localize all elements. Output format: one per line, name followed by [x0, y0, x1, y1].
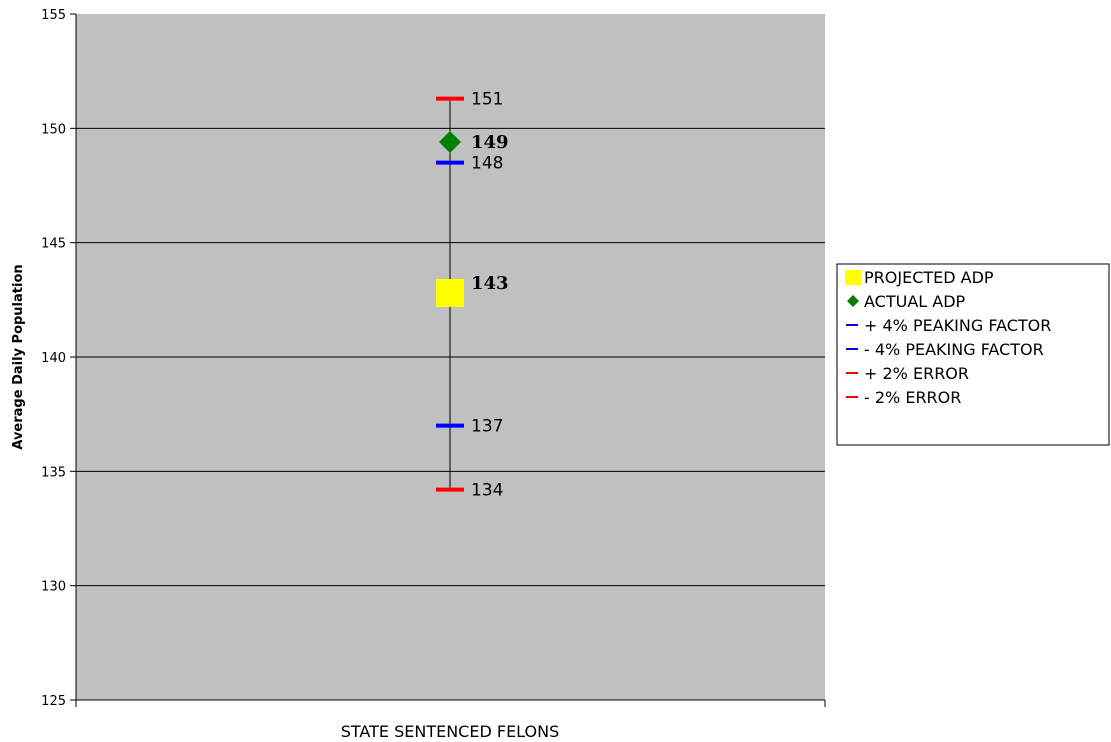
marker-projected-adp — [436, 278, 464, 307]
legend-swatch-actual-adp — [847, 295, 859, 307]
data-label-4-peaking-factor: 148 — [471, 154, 503, 174]
y-tick-label: 135 — [41, 465, 66, 480]
y-axis: 125 130 135 140 145 150 155 — [41, 8, 77, 709]
legend-label-actual-adp: ACTUAL ADP — [864, 292, 966, 311]
legend-swatch-projected-adp — [845, 270, 861, 285]
legend-label-2-error: - 2% ERROR — [864, 388, 961, 407]
legend-label-4-peaking-factor: + 4% PEAKING FACTOR — [864, 316, 1051, 335]
legend-label-projected-adp: PROJECTED ADP — [864, 268, 994, 287]
legend-box — [836, 263, 1110, 446]
data-label-4-peaking-factor: 137 — [471, 417, 503, 437]
y-tick-label: 145 — [41, 237, 66, 252]
data-label-2-error: 151 — [471, 90, 503, 110]
y-tick-label: 130 — [41, 580, 66, 595]
marker-actual-adp — [439, 131, 461, 154]
y-tick-label: 125 — [41, 694, 66, 709]
legend-label-2-error: + 2% ERROR — [864, 364, 969, 383]
data-label-projected-adp: 143 — [471, 273, 509, 294]
y-tick-label: 150 — [41, 122, 66, 137]
y-axis-title: Average Daily Population — [11, 264, 26, 449]
data-marks: 148 137 151 134 149 143 — [436, 90, 509, 501]
x-category-label: STATE SENTENCED FELONS — [341, 722, 560, 741]
y-tick-label: 155 — [41, 8, 66, 23]
x-axis — [75, 699, 826, 707]
data-label-actual-adp: 149 — [471, 132, 509, 153]
legend-label-4-peaking-factor: - 4% PEAKING FACTOR — [864, 340, 1044, 359]
data-label-2-error: 134 — [471, 481, 503, 501]
y-tick-label: 140 — [41, 351, 66, 366]
legend: PROJECTED ADP ACTUAL ADP + 4% PEAKING FACT… — [836, 263, 1110, 446]
